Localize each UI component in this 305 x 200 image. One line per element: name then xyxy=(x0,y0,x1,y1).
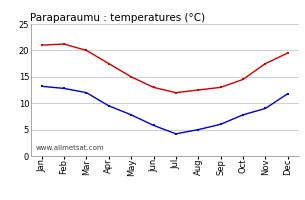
Text: www.allmetsat.com: www.allmetsat.com xyxy=(36,145,105,151)
Text: Paraparaumu : temperatures (°C): Paraparaumu : temperatures (°C) xyxy=(30,13,206,23)
